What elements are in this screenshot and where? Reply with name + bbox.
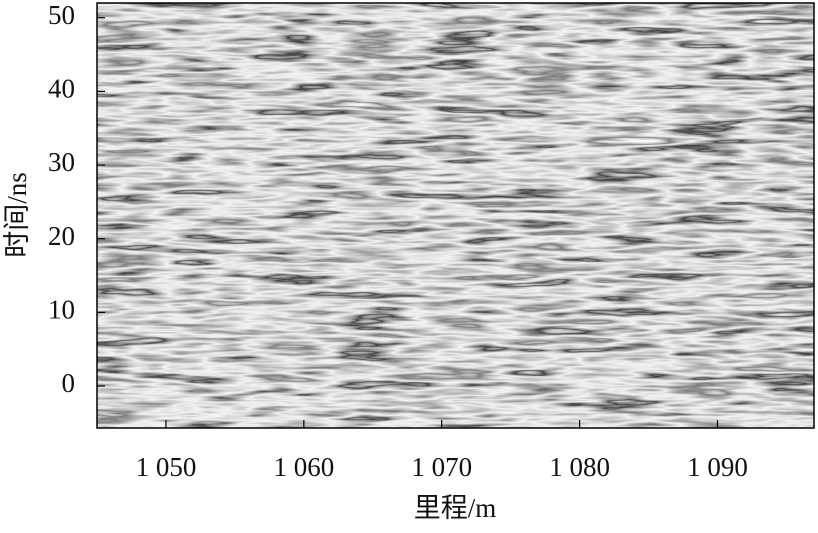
y-tick-label: 50 [48,0,75,30]
y-tick-label: 0 [62,368,76,398]
y-tick-label: 40 [48,74,75,104]
y-axis-label: 时间/ns [2,172,32,258]
x-tick-label: 1 050 [136,452,197,482]
plot-frame [96,2,815,429]
x-tick-label: 1 090 [687,452,748,482]
x-tick-label: 1 080 [549,452,610,482]
y-tick-label: 20 [48,221,75,251]
x-axis-label: 里程/m [414,493,497,523]
y-tick-label: 10 [48,295,75,325]
x-tick-label: 1 060 [273,452,334,482]
x-tick-label: 1 070 [411,452,472,482]
radargram-image [97,3,814,428]
y-tick-label: 30 [48,147,75,177]
